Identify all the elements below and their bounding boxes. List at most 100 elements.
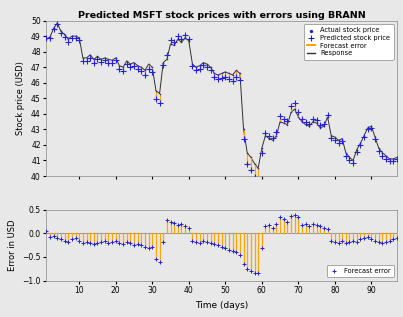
Point xyxy=(376,146,382,151)
Point xyxy=(43,36,50,41)
Point xyxy=(135,241,141,246)
Point xyxy=(353,147,360,152)
Point xyxy=(244,150,250,155)
Point xyxy=(386,159,393,164)
Point xyxy=(346,239,353,244)
Point xyxy=(229,78,236,83)
Point xyxy=(350,160,356,165)
Point xyxy=(149,65,156,70)
Point xyxy=(314,223,320,228)
Point xyxy=(361,133,367,138)
Point xyxy=(87,240,93,245)
Point xyxy=(102,58,108,63)
Point xyxy=(171,221,177,226)
Point xyxy=(291,212,298,217)
Point xyxy=(164,57,170,62)
Point xyxy=(273,130,280,135)
Point xyxy=(105,60,112,65)
Point xyxy=(54,22,60,27)
Point xyxy=(339,238,345,243)
Point xyxy=(61,238,68,243)
Point xyxy=(174,34,181,39)
Point xyxy=(266,223,272,228)
Point xyxy=(80,55,86,61)
Point xyxy=(138,68,145,74)
Point xyxy=(185,225,192,230)
Point xyxy=(200,62,207,68)
Point xyxy=(193,239,199,244)
Point xyxy=(142,244,148,249)
Y-axis label: Stock price (USD): Stock price (USD) xyxy=(17,61,25,135)
Point xyxy=(112,55,119,61)
Point xyxy=(376,239,382,244)
Point xyxy=(167,37,174,42)
Point xyxy=(328,238,334,243)
Point xyxy=(386,156,393,161)
Point xyxy=(138,65,145,70)
Point xyxy=(54,236,60,241)
Point xyxy=(142,68,148,73)
Point xyxy=(83,55,90,61)
Point xyxy=(185,36,192,42)
Point xyxy=(364,235,371,240)
Point xyxy=(69,36,75,41)
Point xyxy=(270,225,276,230)
Point xyxy=(94,57,101,62)
Point xyxy=(127,65,133,70)
Point xyxy=(91,57,97,62)
Point xyxy=(368,124,375,129)
Point xyxy=(390,236,397,242)
Point xyxy=(394,155,400,160)
Point xyxy=(98,60,104,65)
Point xyxy=(174,37,181,42)
Point xyxy=(259,146,265,151)
Point xyxy=(240,262,247,267)
Point xyxy=(317,224,324,229)
Point xyxy=(244,162,250,167)
Point xyxy=(112,238,119,243)
Point xyxy=(302,119,309,124)
Point xyxy=(91,241,97,246)
Y-axis label: Error in USD: Error in USD xyxy=(8,219,17,271)
Point xyxy=(182,35,188,40)
Point xyxy=(123,239,130,244)
Point xyxy=(222,245,229,250)
Point xyxy=(138,243,145,248)
Point xyxy=(200,238,207,243)
Point xyxy=(284,118,291,123)
Point xyxy=(306,224,313,229)
Point xyxy=(142,72,148,77)
Point xyxy=(120,241,126,246)
Point xyxy=(247,268,254,274)
Point xyxy=(123,58,130,63)
Point xyxy=(156,100,163,106)
Point xyxy=(240,137,247,142)
Point xyxy=(357,143,364,148)
Point xyxy=(237,71,243,76)
Point xyxy=(182,224,188,229)
Point xyxy=(229,249,236,254)
Point xyxy=(343,153,349,158)
Point xyxy=(310,116,316,121)
Point xyxy=(240,127,247,132)
Point xyxy=(284,122,291,127)
Point xyxy=(149,244,156,249)
Point xyxy=(335,240,342,245)
Point xyxy=(153,88,159,93)
Point xyxy=(390,156,397,161)
Point xyxy=(156,259,163,264)
Point xyxy=(372,238,378,243)
Point xyxy=(376,148,382,153)
Point xyxy=(229,73,236,78)
Point xyxy=(364,126,371,132)
Point xyxy=(321,124,327,129)
Point xyxy=(116,66,123,71)
Point xyxy=(145,245,152,250)
Point xyxy=(237,78,243,83)
Point xyxy=(321,225,327,230)
Point xyxy=(76,37,83,42)
Point xyxy=(324,114,331,120)
Point xyxy=(368,236,375,242)
Point xyxy=(171,43,177,48)
Point xyxy=(131,64,137,69)
